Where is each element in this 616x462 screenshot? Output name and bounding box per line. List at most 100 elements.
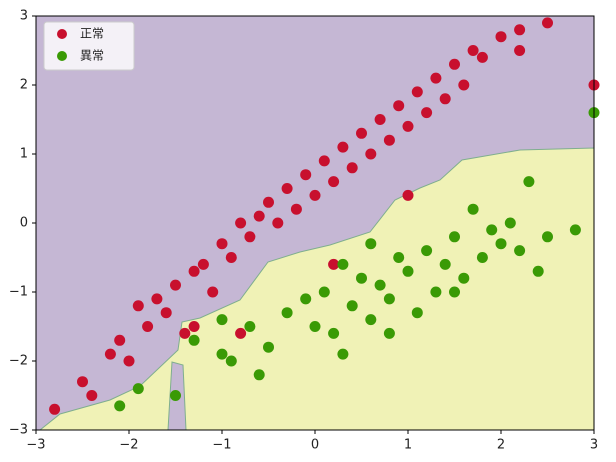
point [142, 321, 154, 332]
x-tick-label: −3 [26, 438, 45, 453]
legend-marker [57, 51, 67, 61]
point [449, 286, 460, 298]
point [523, 176, 535, 188]
point [411, 86, 423, 98]
point [514, 24, 526, 36]
point [402, 189, 414, 201]
point [235, 217, 247, 229]
point [476, 252, 488, 263]
point [374, 114, 386, 125]
point [188, 321, 200, 332]
point [393, 252, 405, 263]
point [402, 120, 414, 132]
point [318, 155, 330, 167]
point [337, 258, 349, 270]
point [216, 238, 228, 250]
point [132, 300, 144, 312]
point [300, 293, 312, 305]
point [467, 45, 479, 56]
point [263, 341, 274, 353]
point [383, 134, 395, 146]
point [542, 231, 553, 243]
point [216, 348, 228, 360]
point [383, 327, 395, 339]
y-tick-label: −2 [9, 354, 28, 369]
point [328, 327, 340, 339]
point [430, 286, 442, 298]
point [374, 279, 386, 291]
point [430, 72, 442, 84]
point [439, 258, 451, 270]
point [458, 79, 470, 91]
point [542, 17, 553, 29]
point [253, 369, 265, 381]
point [393, 100, 405, 112]
point [114, 334, 126, 346]
point [356, 272, 367, 284]
point [263, 196, 274, 208]
point [421, 107, 433, 119]
point [495, 238, 507, 250]
y-tick-label: 3 [20, 9, 28, 24]
point [244, 321, 256, 332]
point [170, 279, 181, 291]
point [449, 231, 460, 243]
point [179, 327, 191, 339]
point [476, 51, 488, 63]
point [514, 245, 526, 257]
point [346, 300, 358, 312]
y-tick-label: 2 [20, 78, 28, 93]
point [253, 210, 265, 222]
y-tick-label: 0 [20, 216, 28, 231]
point [290, 203, 302, 215]
point [439, 93, 451, 105]
point [402, 265, 414, 277]
point [188, 265, 200, 277]
point [86, 390, 98, 401]
point [365, 148, 377, 160]
x-tick-label: 2 [497, 438, 505, 453]
point [188, 334, 200, 346]
y-tick-label: 1 [20, 147, 28, 162]
point [309, 321, 321, 332]
point [449, 58, 460, 70]
point [328, 258, 340, 270]
point [235, 327, 247, 339]
point [207, 286, 219, 298]
point [411, 307, 423, 319]
point [104, 348, 116, 360]
point [272, 217, 284, 229]
point [77, 376, 88, 388]
legend-label: 異常 [80, 49, 104, 63]
region-anomaly [38, 147, 595, 431]
point [216, 314, 228, 326]
point [467, 203, 479, 215]
point [114, 400, 126, 412]
y-tick-label: −3 [9, 423, 28, 438]
point [123, 355, 135, 367]
point [49, 403, 61, 415]
legend-marker [57, 29, 67, 39]
point [281, 183, 293, 194]
x-tick-label: 3 [590, 438, 598, 453]
point [225, 252, 237, 263]
point [132, 383, 144, 395]
point [504, 217, 516, 229]
point [486, 224, 498, 236]
point [346, 162, 358, 174]
point [160, 307, 172, 319]
point [337, 348, 349, 360]
x-tick-label: −2 [119, 438, 138, 453]
point [337, 141, 349, 153]
point [458, 272, 470, 284]
point [225, 355, 237, 367]
point [383, 293, 395, 305]
point [495, 31, 507, 43]
point [170, 390, 181, 401]
y-tick-label: −1 [9, 285, 28, 300]
point [318, 286, 330, 298]
point [421, 245, 433, 257]
